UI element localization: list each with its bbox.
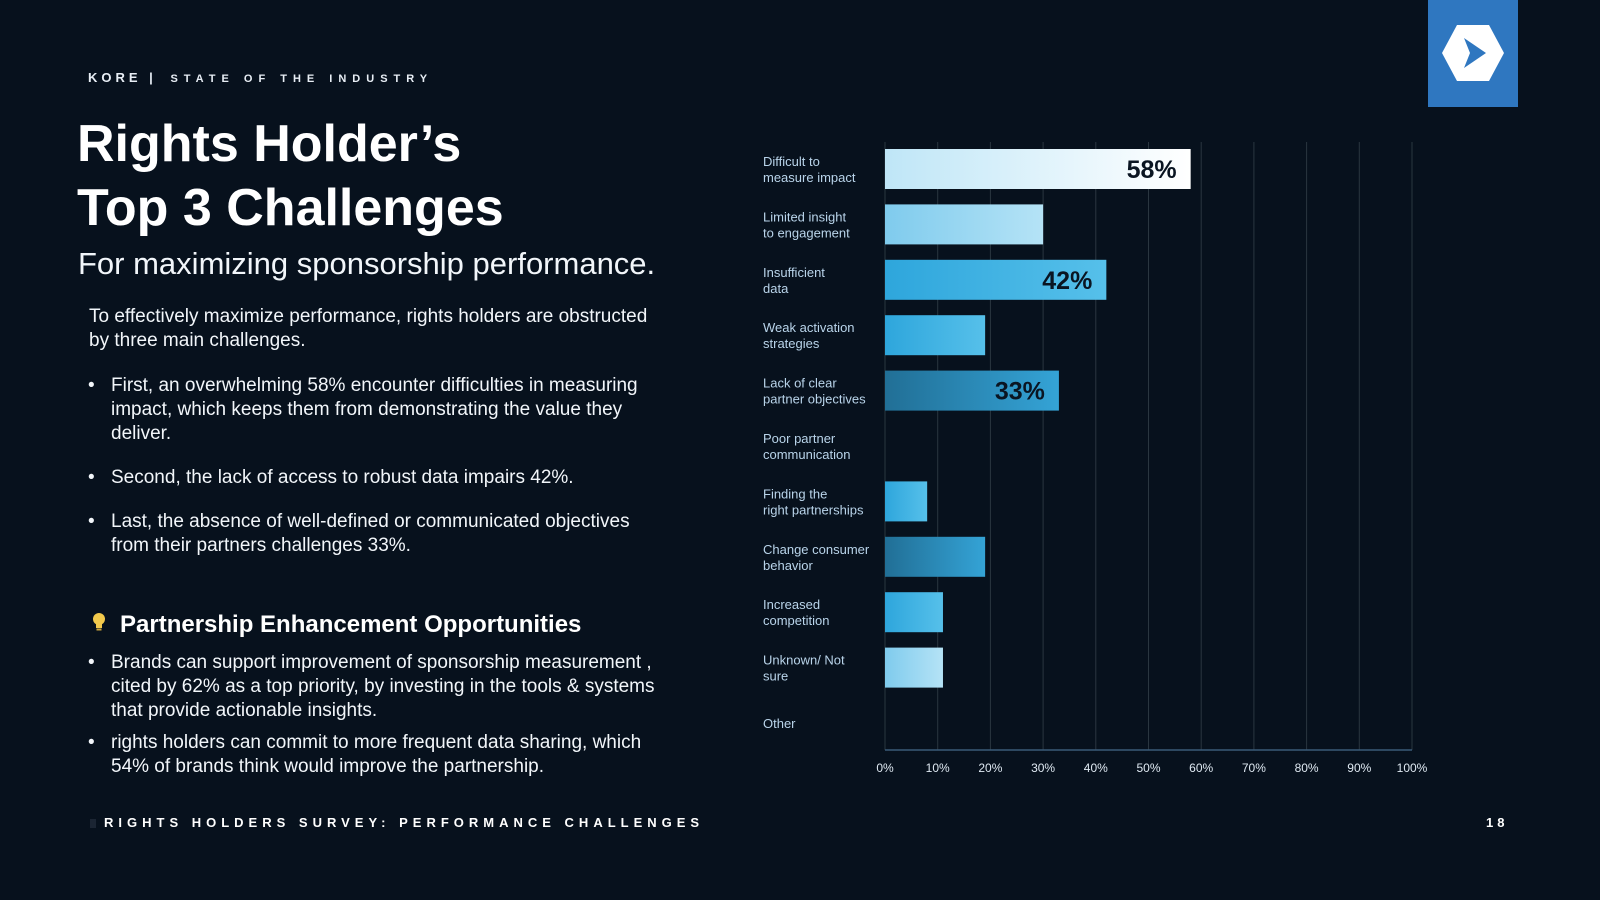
opportunity-item: Brands can support improvement of sponso… bbox=[88, 651, 668, 723]
x-tick-label: 70% bbox=[1242, 761, 1266, 775]
x-tick-label: 10% bbox=[926, 761, 950, 775]
x-tick-label: 30% bbox=[1031, 761, 1055, 775]
opportunity-item: rights holders can commit to more freque… bbox=[88, 731, 668, 779]
data-label: 33% bbox=[995, 378, 1045, 406]
page-subtitle: For maximizing sponsorship performance. bbox=[78, 246, 656, 281]
title-line-2: Top 3 Challenges bbox=[77, 179, 504, 237]
x-tick-label: 90% bbox=[1347, 761, 1371, 775]
challenge-list: First, an overwhelming 58% encounter dif… bbox=[88, 374, 668, 578]
category-label: Limited insight to engagement bbox=[763, 209, 850, 240]
page-title: Rights Holder’s Top 3 Challenges bbox=[77, 112, 504, 240]
brand-header: KORE | STATE OF THE INDUSTRY bbox=[88, 70, 433, 85]
bar bbox=[885, 481, 928, 522]
x-tick-label: 20% bbox=[978, 761, 1002, 775]
lightbulb-icon bbox=[92, 612, 106, 638]
kore-hexagon-logo-icon bbox=[1442, 25, 1504, 81]
brand-subtitle: STATE OF THE INDUSTRY bbox=[170, 73, 434, 85]
category-label: Poor partner communication bbox=[763, 431, 850, 462]
opportunities-heading-text: Partnership Enhancement Opportunities bbox=[120, 611, 582, 638]
category-label: Unknown/ Not sure bbox=[763, 653, 845, 684]
category-label: Weak activation strategies bbox=[763, 320, 855, 351]
footer-section-text: RIGHTS HOLDERS SURVEY: PERFORMANCE CHALL… bbox=[104, 815, 705, 830]
challenge-item: Last, the absence of well-defined or com… bbox=[88, 510, 668, 558]
bar bbox=[885, 536, 986, 577]
category-label: Change consumer behavior bbox=[763, 542, 870, 573]
footer-marker bbox=[90, 819, 96, 829]
bar bbox=[885, 647, 943, 688]
x-tick-label: 50% bbox=[1136, 761, 1160, 775]
x-tick-label: 0% bbox=[876, 761, 894, 775]
data-label: 42% bbox=[1042, 267, 1092, 295]
challenge-item: First, an overwhelming 58% encounter dif… bbox=[88, 374, 668, 446]
bar bbox=[885, 149, 1191, 189]
footer-section-label: RIGHTS HOLDERS SURVEY: PERFORMANCE CHALL… bbox=[90, 815, 704, 830]
title-line-1: Rights Holder’s bbox=[77, 115, 462, 173]
bar bbox=[885, 315, 986, 356]
category-label: Finding the right partnerships bbox=[763, 486, 864, 517]
x-tick-label: 60% bbox=[1189, 761, 1213, 775]
category-label: Difficult to measure impact bbox=[763, 154, 856, 185]
category-label: Lack of clear partner objectives bbox=[763, 376, 866, 407]
page-number: 18 bbox=[1486, 815, 1509, 830]
bar bbox=[885, 204, 1044, 245]
x-tick-label: 40% bbox=[1084, 761, 1108, 775]
kore-logo bbox=[1428, 0, 1518, 107]
x-tick-label: 100% bbox=[1397, 761, 1428, 775]
intro-paragraph: To effectively maximize performance, rig… bbox=[89, 306, 648, 351]
brand-name: KORE | bbox=[88, 70, 157, 85]
challenge-item: Second, the lack of access to robust dat… bbox=[88, 466, 668, 490]
data-label: 58% bbox=[1127, 156, 1177, 184]
category-label: Insufficient data bbox=[763, 265, 825, 296]
bar bbox=[885, 592, 943, 633]
category-label: Increased competition bbox=[763, 597, 829, 628]
opportunity-list: Brands can support improvement of sponso… bbox=[88, 651, 668, 787]
x-tick-label: 80% bbox=[1295, 761, 1319, 775]
category-label: Other bbox=[763, 716, 796, 731]
bar bbox=[885, 259, 1107, 300]
bar bbox=[885, 370, 1059, 411]
opportunities-heading: Partnership Enhancement Opportunities bbox=[92, 611, 581, 639]
